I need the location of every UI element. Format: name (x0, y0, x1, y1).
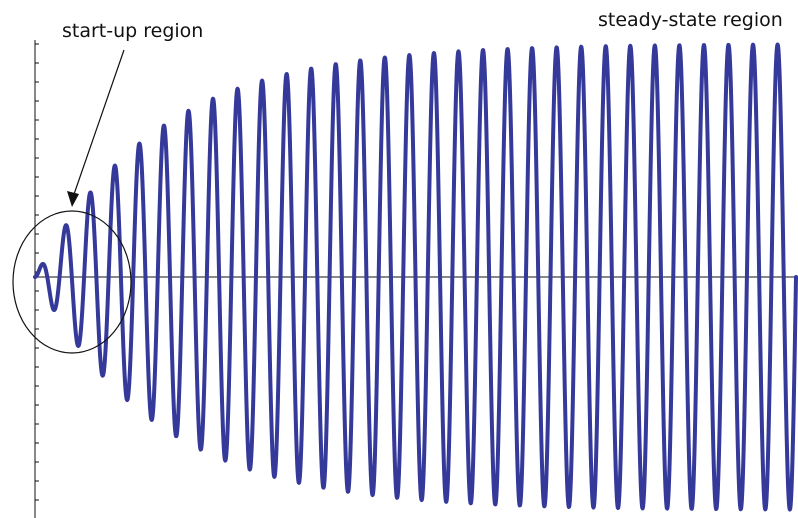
steady-state-region-label: steady-state region (598, 9, 783, 31)
startup-arrow-line (71, 49, 125, 201)
startup-region-label: start-up region (62, 20, 203, 42)
startup-annotation: start-up region (12, 20, 203, 354)
oscillation-waveform (33, 42, 798, 512)
y-axis-ticks (35, 43, 39, 501)
startup-region-circle (12, 210, 132, 354)
startup-arrowhead (67, 191, 79, 207)
